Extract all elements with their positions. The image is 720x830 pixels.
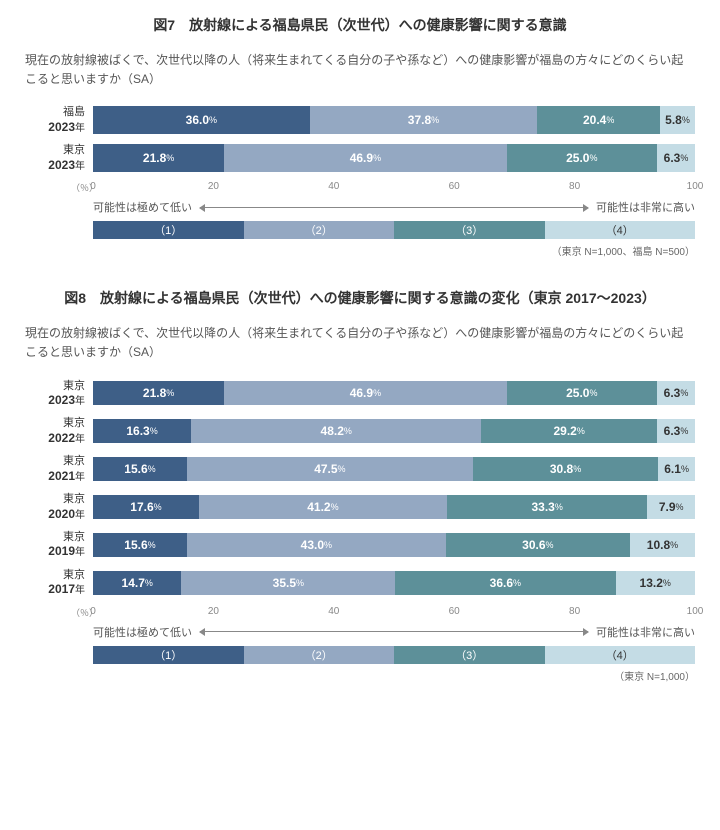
legend-segment: （1） [93,221,244,239]
axis-tick: 100 [687,181,704,192]
figure-7-legend-bar: （1）（2）（3）（4） [93,221,695,239]
legend-segment: （4） [545,221,696,239]
figure-8-title: 図8 放射線による福島県民（次世代）への健康影響に関する意識の変化（東京 201… [25,288,695,308]
axis-tick: 60 [449,181,460,192]
bar-row: 東京2019年15.6%43.0%30.6%10.8% [25,530,695,560]
axis-tick: 20 [208,181,219,192]
axis-tick: 80 [569,606,580,617]
legend-segment: （1） [93,646,244,664]
bar-row-label: 東京2017年 [25,568,93,598]
bar-row-label: 東京2023年 [25,379,93,409]
stacked-bar: 21.8%46.9%25.0%6.3% [93,381,695,405]
bar-row-label: 東京2019年 [25,530,93,560]
bar-row-label: 東京2023年 [25,143,93,173]
bar-segment: 30.8% [473,457,658,481]
bar-segment: 6.3% [657,419,695,443]
bar-segment: 36.0% [93,106,310,134]
scale-low-label: 可能性は極めて低い [93,624,192,640]
bar-segment: 6.3% [657,381,695,405]
figure-8-question: 現在の放射線被ばくで、次世代以降の人（将来生まれてくる自分の子や孫など）への健康… [25,324,695,362]
stacked-bar: 14.7%35.5%36.6%13.2% [93,571,695,595]
axis-tick: 60 [449,606,460,617]
figure-7: 図7 放射線による福島県民（次世代）への健康影響に関する意識 現在の放射線被ばく… [25,15,695,258]
bar-segment: 17.6% [93,495,199,519]
bar-segment: 13.2% [616,571,695,595]
bar-row: 東京2017年14.7%35.5%36.6%13.2% [25,568,695,598]
stacked-bar: 21.8%46.9%25.0%6.3% [93,144,695,172]
stacked-bar: 17.6%41.2%33.3%7.9% [93,495,695,519]
bar-segment: 25.0% [507,144,658,172]
bar-segment: 36.6% [395,571,615,595]
bar-row-label: 東京2022年 [25,416,93,446]
scale-high-label: 可能性は非常に高い [596,624,695,640]
legend-segment: （4） [545,646,696,664]
bar-segment: 35.5% [181,571,395,595]
axis-tick: 100 [687,606,704,617]
bar-segment: 46.9% [224,144,506,172]
stacked-bar: 15.6%43.0%30.6%10.8% [93,533,695,557]
axis-tick: 80 [569,181,580,192]
legend-segment: （2） [244,221,395,239]
bar-segment: 6.1% [658,457,695,481]
stacked-bar: 16.3%48.2%29.2%6.3% [93,419,695,443]
bar-row: 東京2021年15.6%47.5%30.8%6.1% [25,454,695,484]
figure-7-axis: （％） 020406080100 [93,181,695,195]
figure-7-bars: 福島2023年36.0%37.8%20.4%5.8%東京2023年21.8%46… [25,105,695,173]
scale-arrow-icon [200,631,588,632]
figure-7-scale-labels: 可能性は極めて低い 可能性は非常に高い [93,199,695,215]
axis-tick: 0 [90,606,96,617]
bar-row-label: 東京2021年 [25,454,93,484]
bar-segment: 10.8% [630,533,695,557]
axis-tick: 20 [208,606,219,617]
bar-segment: 14.7% [93,571,181,595]
bar-segment: 29.2% [481,419,657,443]
legend-segment: （3） [394,221,545,239]
figure-8-bars: 東京2023年21.8%46.9%25.0%6.3%東京2022年16.3%48… [25,379,695,598]
axis-tick: 40 [328,181,339,192]
bar-segment: 43.0% [187,533,446,557]
legend-segment: （3） [394,646,545,664]
bar-segment: 33.3% [447,495,647,519]
figure-8-note: （東京 N=1,000） [25,668,695,683]
bar-segment: 15.6% [93,457,187,481]
bar-segment: 7.9% [647,495,695,519]
scale-high-label: 可能性は非常に高い [596,199,695,215]
bar-segment: 20.4% [537,106,660,134]
bar-row-label: 福島2023年 [25,105,93,135]
bar-segment: 47.5% [187,457,473,481]
bar-row: 東京2023年21.8%46.9%25.0%6.3% [25,143,695,173]
bar-row: 東京2020年17.6%41.2%33.3%7.9% [25,492,695,522]
figure-7-title: 図7 放射線による福島県民（次世代）への健康影響に関する意識 [25,15,695,35]
bar-row: 福島2023年36.0%37.8%20.4%5.8% [25,105,695,135]
bar-segment: 21.8% [93,144,224,172]
bar-segment: 6.3% [657,144,695,172]
figure-7-note: （東京 N=1,000、福島 N=500） [25,243,695,258]
stacked-bar: 15.6%47.5%30.8%6.1% [93,457,695,481]
bar-row: 東京2023年21.8%46.9%25.0%6.3% [25,379,695,409]
figure-8-legend-bar: （1）（2）（3）（4） [93,646,695,664]
bar-segment: 16.3% [93,419,191,443]
bar-row-label: 東京2020年 [25,492,93,522]
bar-segment: 41.2% [199,495,447,519]
scale-arrow-icon [200,207,588,208]
figure-7-question: 現在の放射線被ばくで、次世代以降の人（将来生まれてくる自分の子や孫など）への健康… [25,51,695,89]
axis-tick: 40 [328,606,339,617]
scale-low-label: 可能性は極めて低い [93,199,192,215]
bar-segment: 37.8% [310,106,538,134]
bar-segment: 46.9% [224,381,506,405]
figure-8-axis: （％） 020406080100 [93,606,695,620]
axis-tick: 0 [90,181,96,192]
bar-segment: 21.8% [93,381,224,405]
bar-row: 東京2022年16.3%48.2%29.2%6.3% [25,416,695,446]
bar-segment: 5.8% [660,106,695,134]
stacked-bar: 36.0%37.8%20.4%5.8% [93,106,695,134]
figure-8-scale-labels: 可能性は極めて低い 可能性は非常に高い [93,624,695,640]
bar-segment: 30.6% [446,533,630,557]
bar-segment: 25.0% [507,381,658,405]
legend-segment: （2） [244,646,395,664]
figure-8: 図8 放射線による福島県民（次世代）への健康影響に関する意識の変化（東京 201… [25,288,695,683]
bar-segment: 48.2% [191,419,481,443]
bar-segment: 15.6% [93,533,187,557]
